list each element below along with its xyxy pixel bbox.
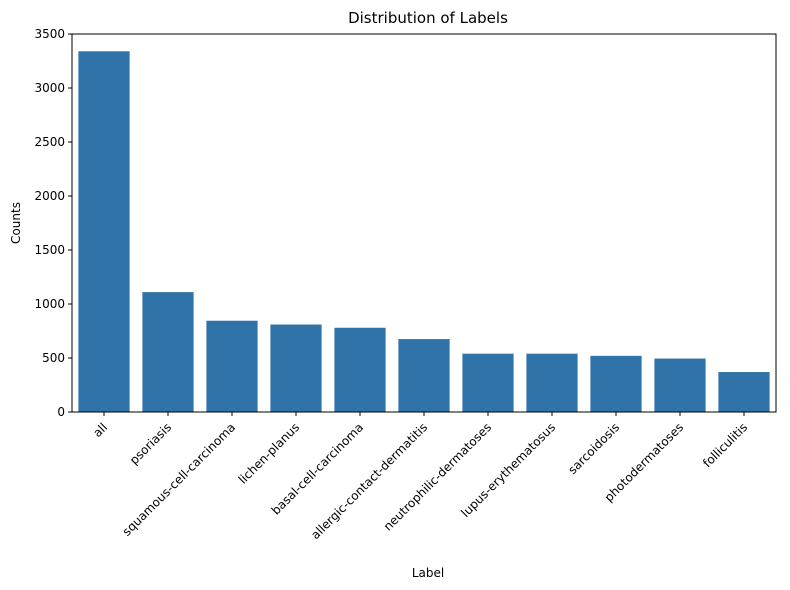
x-axis-label: Label (412, 566, 444, 580)
x-tick-label: psoriasis (127, 420, 174, 467)
bar-folliculitis (718, 372, 770, 412)
chart-title: Distribution of Labels (348, 9, 508, 27)
y-tick-label: 1500 (34, 243, 65, 257)
x-tick-label: allergic-contact-dermatitis (308, 420, 430, 542)
bar-psoriasis (142, 292, 194, 412)
x-tick-label: sarcoidosis (565, 420, 622, 477)
y-tick-label: 2500 (34, 135, 65, 149)
x-tick-label: squamous-cell-carcinoma (120, 420, 238, 538)
bar-sarcoidosis (590, 355, 642, 412)
bar-lupus-erythematosus (526, 353, 578, 412)
bars (78, 51, 770, 412)
bar-squamous-cell-carcinoma (206, 320, 258, 412)
x-tick-label: lichen-planus (236, 420, 302, 486)
y-tick-label: 3000 (34, 81, 65, 95)
plot-frame (71, 33, 777, 413)
y-axis-ticks: 0 500 1000 1500 2000 2500 3000 3500 (34, 27, 72, 419)
x-tick-label: folliculitis (700, 420, 750, 470)
x-tick-label: all (90, 420, 110, 440)
x-axis-ticks: all psoriasissquamous-cell-carcinomaliche… (90, 412, 750, 542)
y-tick-label: 0 (57, 405, 65, 419)
x-tick-label: neutrophilic-dermatoses (381, 420, 494, 533)
y-tick-label: 2000 (34, 189, 65, 203)
y-tick-label: 3500 (34, 27, 65, 41)
bar-basal-cell-carcinoma (334, 327, 386, 412)
bar-neutrophilic-dermatoses (462, 353, 514, 412)
y-axis-label: Counts (9, 202, 23, 244)
y-tick-label: 1000 (34, 297, 65, 311)
y-tick-label: 500 (42, 351, 65, 365)
bar-lichen-planus (270, 324, 322, 412)
bar-allergic-contact-dermatitis (398, 339, 450, 412)
bar-photodermatoses (654, 358, 706, 412)
bar-all (78, 51, 130, 412)
